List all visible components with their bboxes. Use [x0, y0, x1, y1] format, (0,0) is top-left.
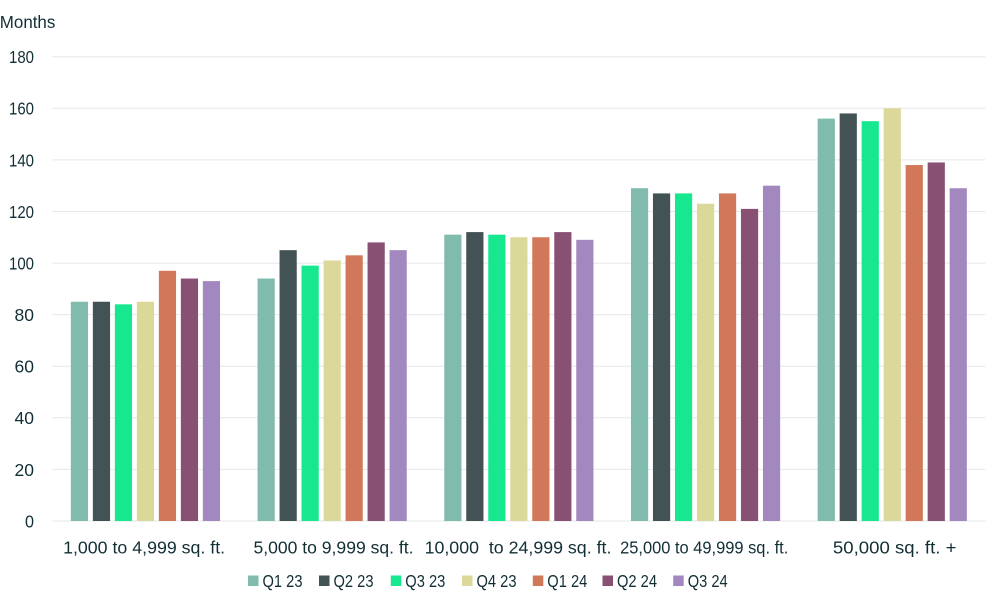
svg-text:Months: Months	[0, 12, 56, 32]
svg-text:50,000 sq. ft. +: 50,000 sq. ft. +	[833, 538, 957, 558]
svg-text:Q2 23: Q2 23	[334, 571, 374, 591]
svg-text:1,000 to 4,999 sq. ft.: 1,000 to 4,999 sq. ft.	[63, 538, 225, 558]
svg-text:160: 160	[9, 99, 34, 119]
svg-text:80: 80	[15, 305, 35, 325]
svg-text:180: 180	[9, 47, 34, 67]
svg-text:25,000 to 49,999 sq. ft.: 25,000 to 49,999 sq. ft.	[620, 538, 788, 558]
svg-text:Q4 23: Q4 23	[477, 571, 517, 591]
svg-text:Q1 23: Q1 23	[263, 571, 303, 591]
svg-text:Q1 24: Q1 24	[547, 571, 587, 591]
svg-text:0: 0	[25, 511, 34, 531]
svg-text:Q3 23: Q3 23	[405, 571, 445, 591]
svg-text:120: 120	[9, 202, 34, 222]
svg-text:10,000 to 24,999 sq. ft.: 10,000 to 24,999 sq. ft.	[425, 538, 612, 558]
svg-text:140: 140	[9, 150, 34, 170]
svg-text:60: 60	[15, 357, 35, 377]
svg-text:100: 100	[9, 253, 34, 273]
svg-text:5,000 to 9,999 sq. ft.: 5,000 to 9,999 sq. ft.	[254, 538, 414, 558]
svg-text:Q3 24: Q3 24	[688, 571, 728, 591]
svg-text:40: 40	[15, 408, 35, 428]
svg-text:20: 20	[15, 460, 35, 480]
svg-text:Q2 24: Q2 24	[617, 571, 657, 591]
